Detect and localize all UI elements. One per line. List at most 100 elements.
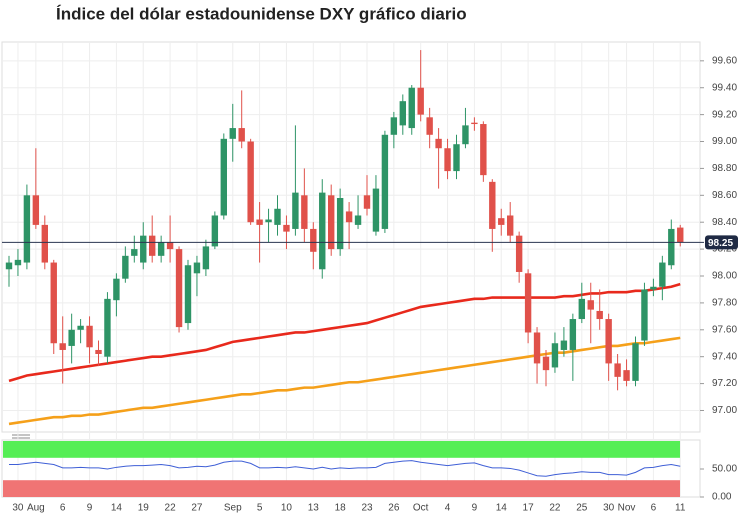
candle-body	[238, 128, 245, 142]
y-tick-label: 97.80	[712, 298, 737, 309]
candle-body	[614, 363, 621, 377]
x-tick-label: 14	[496, 503, 508, 514]
candle-body	[668, 228, 675, 266]
rsi-tick-label: 50.00	[712, 464, 737, 475]
candle-body	[650, 286, 657, 290]
candle-body	[399, 101, 406, 126]
x-tick-label: 23	[361, 503, 373, 514]
candle-body	[319, 192, 326, 270]
last-price-box	[705, 235, 738, 250]
candle-body	[41, 224, 48, 263]
y-tick-label: 99.00	[712, 136, 737, 147]
x-tick-label: 30	[12, 503, 24, 514]
y-tick-label: 98.40	[712, 217, 737, 228]
x-tick-label: 9	[87, 503, 93, 514]
x-tick-label: 13	[308, 503, 320, 514]
x-tick-label: 10	[281, 503, 293, 514]
candle-body	[140, 235, 147, 263]
candle-body	[292, 192, 299, 229]
candle-body	[274, 208, 281, 225]
candle-body	[372, 188, 380, 232]
x-tick-label: 14	[111, 503, 123, 514]
y-tick-label: 97.20	[712, 378, 737, 389]
x-tick-label: Nov	[618, 503, 636, 514]
candle-body	[104, 298, 111, 357]
candle-body	[122, 255, 129, 279]
candle-body	[471, 122, 478, 125]
y-tick-label: 98.00	[712, 271, 737, 282]
candle-body	[247, 141, 254, 223]
x-tick-label: 4	[445, 503, 451, 514]
y-tick-label: 97.40	[712, 351, 737, 362]
x-tick-label: 27	[191, 503, 203, 514]
candle-body	[659, 262, 666, 287]
candle-body	[336, 198, 344, 250]
candle-body	[390, 117, 398, 135]
chart-title: Índice del dólar estadounidense DXY gráf…	[56, 4, 467, 23]
candle-body	[560, 340, 568, 350]
candle-body	[641, 289, 648, 341]
candle-body	[569, 319, 577, 350]
candle-body	[310, 228, 317, 252]
y-tick-label: 98.80	[712, 163, 737, 174]
x-tick-label: 11	[675, 503, 686, 514]
candle-body	[184, 265, 192, 324]
candle-body	[14, 259, 22, 266]
x-tick-label: 9	[472, 503, 478, 514]
candle-body	[453, 144, 460, 172]
candle-body	[131, 249, 138, 256]
moving-average	[8, 336, 681, 426]
rsi-zone	[3, 480, 680, 497]
x-tick-label: 25	[576, 503, 588, 514]
x-tick-label: 18	[335, 503, 347, 514]
candle-body	[515, 235, 523, 272]
candle-body	[23, 195, 31, 263]
candle-body	[166, 242, 174, 250]
candle-body	[542, 356, 550, 371]
x-tick-label: 30	[603, 503, 615, 514]
x-tick-label: Aug	[27, 503, 45, 514]
candle-body	[587, 300, 594, 310]
candle-body	[489, 181, 496, 229]
x-tick-label: Sep	[224, 503, 242, 514]
candle-body	[32, 195, 40, 225]
candle-body	[175, 249, 183, 328]
x-tick-label: 6	[60, 503, 66, 514]
candle-body	[605, 319, 612, 364]
candle-body	[265, 219, 272, 223]
candle-body	[533, 332, 541, 364]
candle-body	[149, 235, 156, 256]
y-tick-label: 97.60	[712, 324, 737, 335]
candle-body	[86, 325, 93, 348]
candle-body	[524, 273, 532, 333]
x-tick-label: 6	[651, 503, 657, 514]
rsi-zone	[3, 441, 680, 458]
candle-body	[444, 148, 451, 172]
x-tick-label: 19	[138, 503, 150, 514]
candle-body	[363, 195, 371, 209]
candle-body	[354, 215, 362, 225]
candle-body	[551, 343, 559, 368]
moving-average	[8, 282, 681, 383]
candle-body	[507, 215, 514, 236]
candle-body	[5, 262, 13, 270]
last-price-label: 98.25	[708, 238, 733, 249]
y-tick-label: 99.60	[712, 55, 737, 66]
candle-body	[283, 224, 290, 232]
candle-body	[211, 215, 219, 247]
x-tick-label: 17	[523, 503, 535, 514]
candle-body	[677, 227, 684, 243]
y-tick-label: 99.40	[712, 82, 737, 93]
rsi-tick-label: 0.00	[712, 492, 732, 503]
candle-body	[426, 117, 433, 135]
candle-body	[256, 219, 263, 225]
x-tick-label: 22	[549, 503, 561, 514]
candle-body	[50, 262, 57, 344]
price-panel	[1, 41, 701, 433]
candle-body	[435, 138, 442, 149]
candle-body	[220, 138, 227, 216]
candle-body	[95, 349, 102, 354]
x-tick-label: 22	[165, 503, 177, 514]
